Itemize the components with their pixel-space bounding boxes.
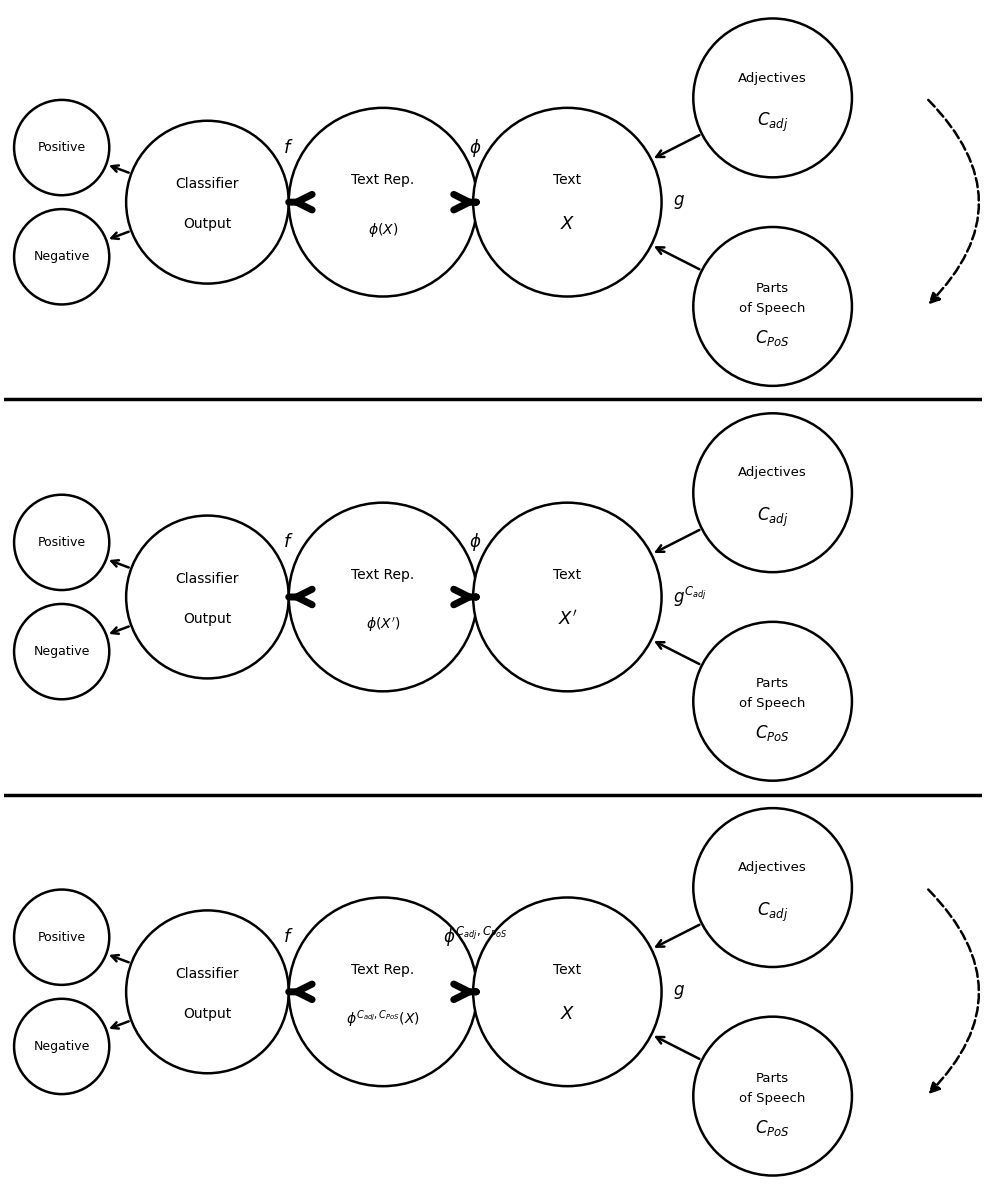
Text: Text Rep.: Text Rep. [351,568,414,583]
Text: $X'$: $X'$ [557,609,577,628]
Text: Negative: Negative [34,1040,90,1053]
Circle shape [693,18,852,178]
Circle shape [289,107,477,296]
Text: Parts: Parts [756,282,789,295]
Text: of Speech: of Speech [740,302,806,315]
Text: Adjectives: Adjectives [739,861,807,874]
Text: of Speech: of Speech [740,697,806,709]
Circle shape [693,808,852,967]
Text: Text: Text [553,964,582,977]
Circle shape [289,898,477,1087]
Text: Negative: Negative [34,251,90,264]
Text: Adjectives: Adjectives [739,72,807,85]
Circle shape [14,604,109,700]
Text: $C_{adj}$: $C_{adj}$ [757,506,788,529]
Text: Text: Text [553,568,582,583]
Text: $f$: $f$ [283,139,294,156]
Text: Positive: Positive [37,930,86,943]
Text: $\phi^{C_{adj},C_{PoS}}(X)$: $\phi^{C_{adj},C_{PoS}}(X)$ [346,1009,420,1030]
FancyArrowPatch shape [928,890,979,1093]
Text: Adjectives: Adjectives [739,467,807,479]
Text: Text Rep.: Text Rep. [351,964,414,977]
Text: Output: Output [183,217,232,230]
Text: Text Rep.: Text Rep. [351,173,414,187]
Circle shape [289,503,477,691]
Circle shape [693,413,852,572]
Circle shape [14,998,109,1094]
Text: Classifier: Classifier [176,572,240,586]
Text: $\phi(X')$: $\phi(X')$ [366,616,400,634]
Circle shape [14,494,109,590]
Circle shape [693,622,852,781]
Circle shape [473,898,662,1087]
Text: Classifier: Classifier [176,967,240,981]
Circle shape [473,107,662,296]
Text: Negative: Negative [34,645,90,658]
FancyArrowPatch shape [928,100,979,302]
Text: Positive: Positive [37,141,86,154]
Text: Parts: Parts [756,1072,789,1084]
Circle shape [14,209,109,304]
Circle shape [126,121,289,284]
Text: $g$: $g$ [673,193,685,211]
Text: Classifier: Classifier [176,177,240,191]
Circle shape [693,227,852,386]
Circle shape [126,910,289,1073]
Text: $C_{adj}$: $C_{adj}$ [757,111,788,135]
Text: of Speech: of Speech [740,1091,806,1104]
Text: $C_{adj}$: $C_{adj}$ [757,900,788,924]
Text: $C_{PoS}$: $C_{PoS}$ [755,724,790,743]
Circle shape [14,100,109,196]
Text: $\phi$: $\phi$ [469,136,481,159]
Circle shape [693,1016,852,1176]
Text: $C_{PoS}$: $C_{PoS}$ [755,1118,790,1138]
Circle shape [473,503,662,691]
Text: $X$: $X$ [560,1004,575,1023]
Text: Positive: Positive [37,536,86,549]
Text: $f$: $f$ [283,534,294,552]
Text: $f$: $f$ [283,928,294,946]
Circle shape [126,516,289,678]
Text: $\phi$: $\phi$ [469,531,481,553]
Text: Output: Output [183,611,232,626]
Text: Parts: Parts [756,677,789,690]
Text: $g^{C_{adj}}$: $g^{C_{adj}}$ [673,585,707,609]
Circle shape [14,890,109,985]
Text: $\phi^{C_{adj},C_{PoS}}$: $\phi^{C_{adj},C_{PoS}}$ [443,925,507,949]
Text: Text: Text [553,173,582,187]
Text: $g$: $g$ [673,983,685,1001]
Text: $C_{PoS}$: $C_{PoS}$ [755,328,790,349]
Text: Output: Output [183,1007,232,1021]
Text: $X$: $X$ [560,215,575,233]
Text: $\phi(X)$: $\phi(X)$ [368,221,398,239]
